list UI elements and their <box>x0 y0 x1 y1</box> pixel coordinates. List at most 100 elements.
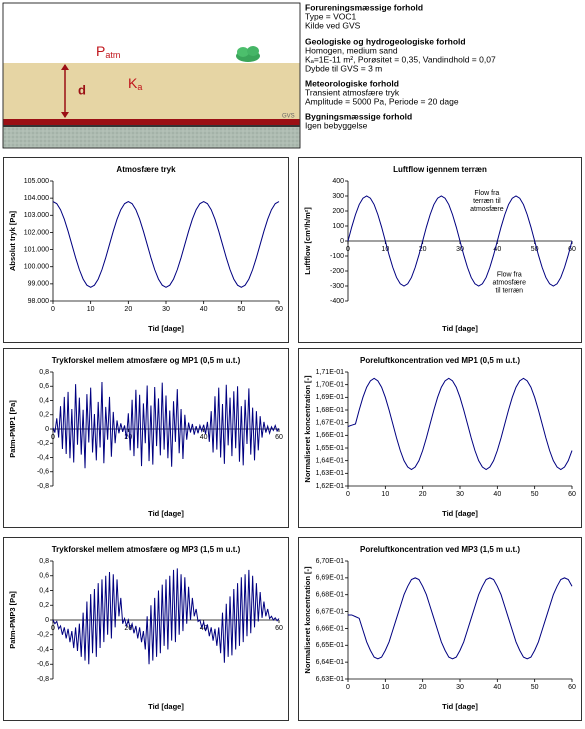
subscript: a <box>137 82 142 92</box>
panel-frame <box>298 157 582 343</box>
x-tick-label: 30 <box>162 306 170 313</box>
y-tick-label: 6,63E-01 <box>316 676 345 683</box>
y-tick-label: 1,64E-01 <box>316 458 345 465</box>
annotation: Flow fra <box>474 190 499 197</box>
chart-panel: Trykforskel mellem atmosfære og MP3 (1,5… <box>3 537 289 721</box>
section-heading: Bygningsmæssige forhold <box>305 111 412 121</box>
section-line: Igen bebyggelse <box>305 120 368 130</box>
y-tick-label: 101.000 <box>24 246 49 253</box>
x-tick-label: 60 <box>275 434 283 441</box>
y-tick-label: 6,65E-01 <box>316 642 345 649</box>
y-tick-label: -0,6 <box>37 469 49 476</box>
x-tick-label: 0 <box>346 684 350 691</box>
y-tick-label: 104.000 <box>24 195 49 202</box>
y-tick-label: 99.000 <box>28 281 50 288</box>
section-line: Dybde til GVS = 3 m <box>305 63 382 73</box>
y-tick-label: 1,67E-01 <box>316 420 345 427</box>
y-tick-label: -0,8 <box>37 483 49 490</box>
chart-title: Trykforskel mellem atmosfære og MP3 (1,5… <box>52 545 241 554</box>
section-line: Amplitude = 5000 Pa, Periode = 20 dage <box>305 96 459 106</box>
y-tick-label: 100 <box>332 223 344 230</box>
x-tick-label: 30 <box>456 684 464 691</box>
section-line: Kₐ=1E-11 m², Porøsitet = 0,35, Vandindho… <box>305 54 496 64</box>
y-tick-label: 103.000 <box>24 212 49 219</box>
y-tick-label: 6,68E-01 <box>316 592 345 599</box>
y-axis-label: Luftflow [cm³/h/m²] <box>303 207 312 275</box>
data-line <box>347 195 573 287</box>
x-tick-label: 50 <box>237 306 245 313</box>
x-tick-label: 50 <box>531 246 539 253</box>
y-tick-label: 0,2 <box>39 412 49 419</box>
data-line <box>52 568 280 665</box>
section-heading: Forureningsmæssige forhold <box>305 2 423 12</box>
soil <box>3 63 300 119</box>
section-line: Transient atmosfære tryk <box>305 87 400 97</box>
chart-title: Atmosfære tryk <box>116 165 176 174</box>
tree <box>236 46 260 62</box>
x-tick-label: 20 <box>124 625 132 632</box>
y-tick-label: -400 <box>330 298 344 305</box>
x-tick-label: 50 <box>531 684 539 691</box>
y-tick-label: 98.000 <box>28 298 50 305</box>
y-tick-label: 400 <box>332 178 344 185</box>
subscript: atm <box>105 50 120 60</box>
annotation: til terræn <box>495 287 523 294</box>
section-line: Homogen, medium sand <box>305 45 398 55</box>
x-tick-label: 0 <box>51 625 55 632</box>
x-tick-label: 0 <box>346 246 350 253</box>
section-heading: Meteorologiske forhold <box>305 78 399 88</box>
x-tick-label: 20 <box>419 684 427 691</box>
x-tick-label: 10 <box>381 684 389 691</box>
x-tick-label: 60 <box>275 625 283 632</box>
aquifer <box>3 127 300 148</box>
chart-title: Trykforskel mellem atmosfære og MP1 (0,5… <box>52 356 241 365</box>
permeability-label: Ka <box>128 75 142 93</box>
y-tick-label: -100 <box>330 253 344 260</box>
x-tick-label: 40 <box>493 684 501 691</box>
y-tick-label: 0,4 <box>39 397 49 404</box>
x-axis-label: Tid [dage] <box>442 702 478 711</box>
y-tick-label: 100.000 <box>24 264 49 271</box>
y-tick-label: 200 <box>332 208 344 215</box>
scenario-text: Forureningsmæssige forhold Type = VOC1 K… <box>305 2 496 130</box>
x-tick-label: 20 <box>124 434 132 441</box>
x-axis-label: Tid [dage] <box>442 509 478 518</box>
x-axis-label: Tid [dage] <box>442 324 478 333</box>
data-line <box>347 377 573 471</box>
y-tick-label: 1,69E-01 <box>316 394 345 401</box>
y-tick-label: 6,69E-01 <box>316 575 345 582</box>
panel-frame <box>3 348 289 528</box>
symbol: P <box>96 43 105 59</box>
section-line: Kilde ved GVS <box>305 20 361 30</box>
y-tick-label: 6,67E-01 <box>316 608 345 615</box>
x-tick-label: 40 <box>493 246 501 253</box>
x-tick-label: 60 <box>275 306 283 313</box>
chart-panel: Poreluftkoncentration ved MP1 (0,5 m u.t… <box>298 348 582 528</box>
y-tick-label: 0 <box>45 426 49 433</box>
x-tick-label: 40 <box>200 625 208 632</box>
schematic: d Patm Ka GVS <box>2 2 301 149</box>
chart-title: Poreluftkoncentration ved MP1 (0,5 m u.t… <box>360 356 520 365</box>
x-tick-label: 0 <box>51 434 55 441</box>
arrow-heads <box>61 64 69 118</box>
depth-label: d <box>78 82 86 97</box>
x-tick-label: 40 <box>493 491 501 498</box>
y-axis-label: Patm-PMP3 [Pa] <box>8 591 17 649</box>
x-tick-label: 10 <box>87 306 95 313</box>
symbol: K <box>128 75 138 91</box>
annotation: atmosfære <box>470 206 504 213</box>
y-tick-label: 0,8 <box>39 369 49 376</box>
y-tick-label: 0,2 <box>39 602 49 609</box>
y-axis-label: Normaliseret koncentration [-] <box>303 375 312 483</box>
y-tick-label: 0,4 <box>39 587 49 594</box>
y-axis-label: Patm-PMP1 [Pa] <box>8 400 17 458</box>
x-tick-label: 20 <box>124 306 132 313</box>
x-tick-label: 0 <box>51 306 55 313</box>
panel-frame <box>298 348 582 528</box>
x-tick-label: 60 <box>568 684 576 691</box>
y-tick-label: -0,8 <box>37 676 49 683</box>
y-tick-label: 0,6 <box>39 383 49 390</box>
y-tick-label: 1,71E-01 <box>316 369 345 376</box>
y-tick-label: -200 <box>330 268 344 275</box>
